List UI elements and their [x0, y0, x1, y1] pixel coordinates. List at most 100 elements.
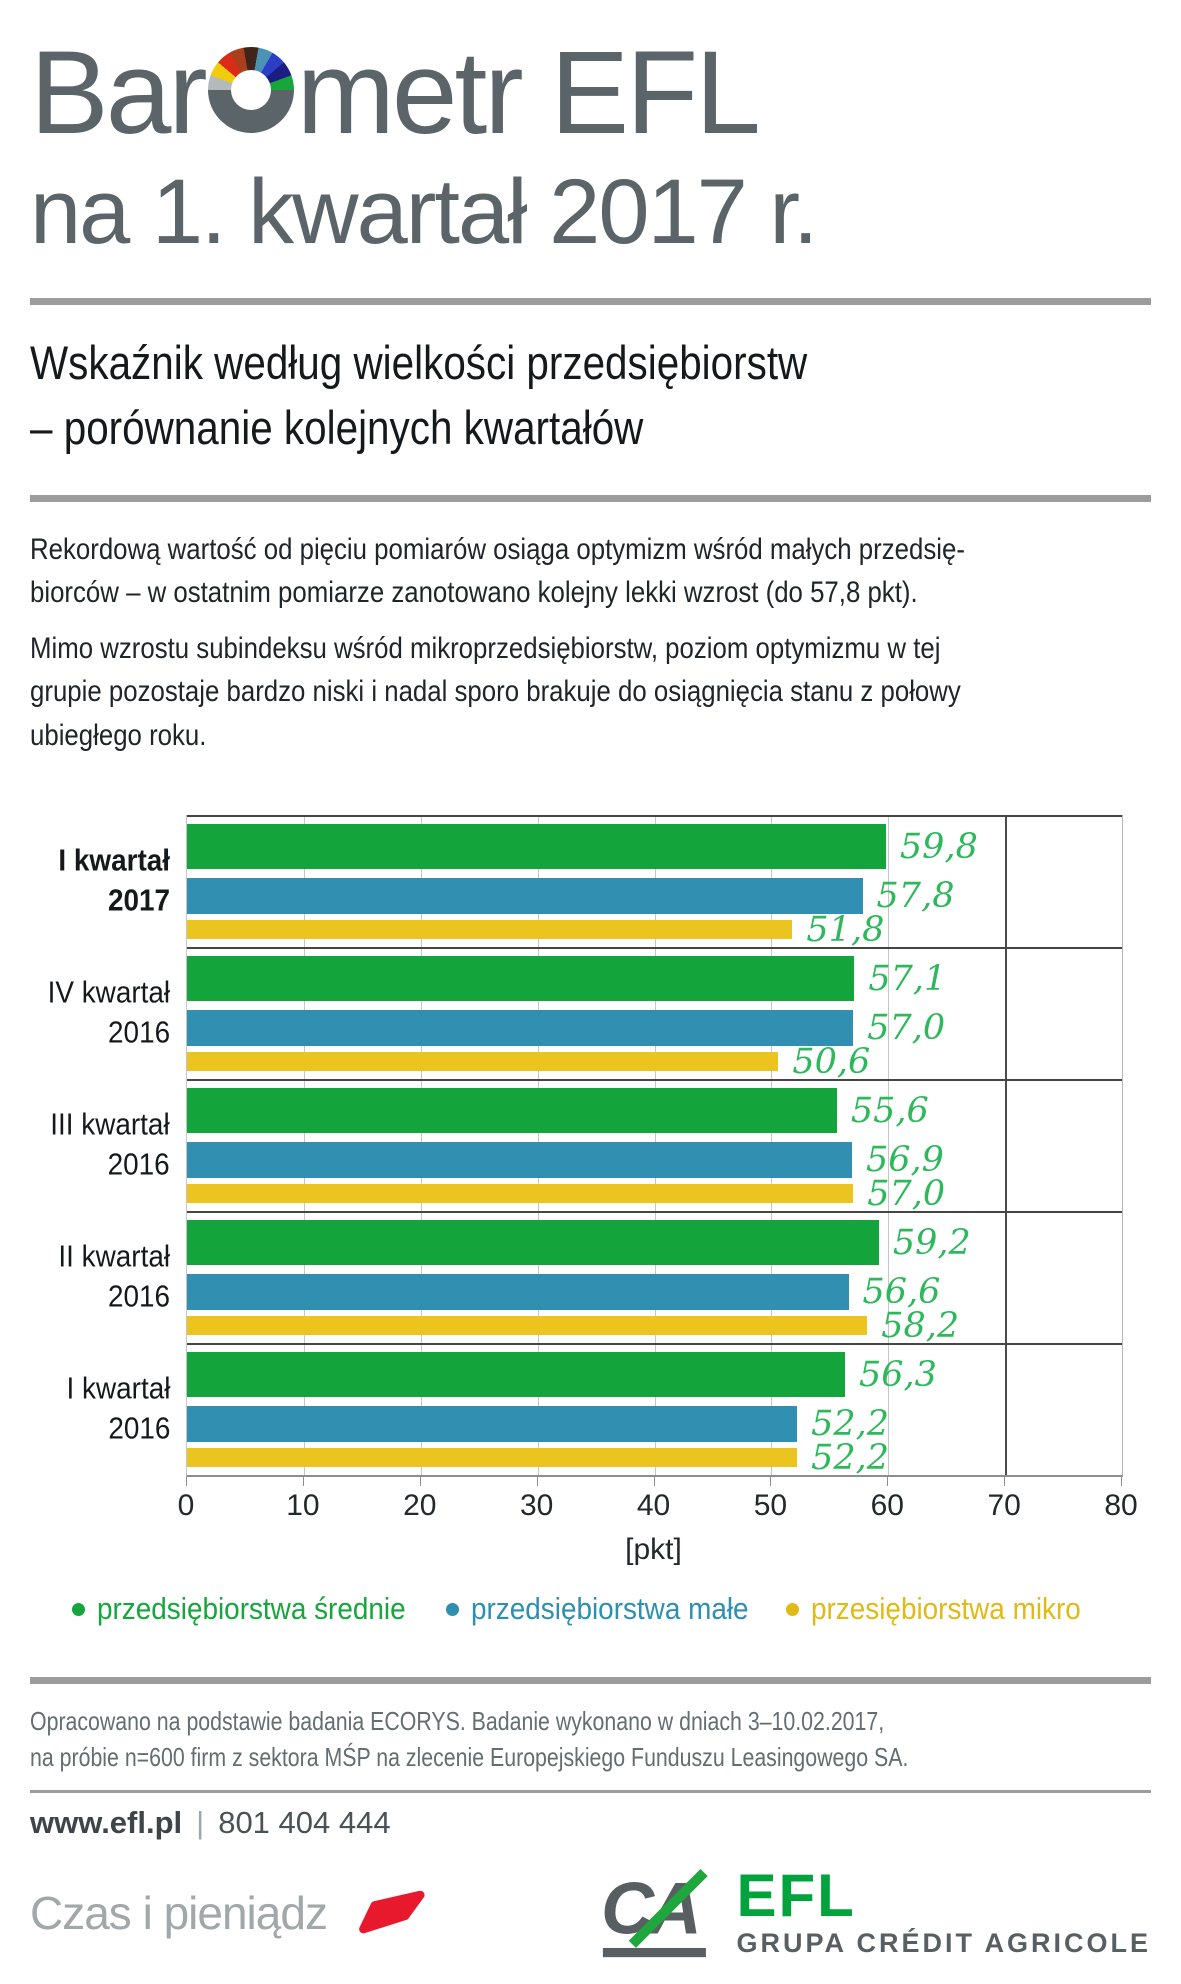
divider: [30, 297, 1151, 305]
bar-male: [187, 878, 863, 915]
legend-item-label: przedsiębiorstwa małe: [471, 1591, 749, 1627]
axis-tick-label: 60: [870, 1489, 904, 1523]
slogan-block: Czas i pieniądz: [30, 1886, 425, 1940]
bar-mikro: [187, 1052, 779, 1072]
axis-tick: [1004, 1477, 1006, 1487]
footnote: Opracowano na podstawie badania ECORYS. …: [30, 1706, 909, 1772]
chart-category-label: I kwartał 2017: [58, 842, 170, 919]
section-title-line1: Wskaźnik według wielkości przedsiębiorst…: [30, 335, 808, 389]
bar-value-label: 56,3: [859, 1354, 937, 1395]
bar-male: [187, 1406, 798, 1443]
legend-item: przedsiębiorstwa średnie: [72, 1591, 440, 1627]
band-separator: [187, 947, 1122, 950]
bar-value-label: 58,2: [881, 1305, 960, 1346]
band-separator: [187, 1079, 1122, 1082]
chart-band: 57,1 57,0 50,6: [187, 947, 1122, 1082]
legend-dot-icon: [446, 1602, 460, 1616]
efl-logo: EFL GRUPA CRÉDIT AGRICOLE: [736, 1861, 1151, 1959]
divider: [30, 1677, 1151, 1685]
axis-tick: [419, 1477, 421, 1487]
chart-category-labels: I kwartał 2017 IV kwartał 2016 III kwartał 20…: [30, 815, 186, 1475]
bar-value-label: 59,8: [899, 826, 978, 867]
contact-phone: 801 404 444: [218, 1804, 391, 1840]
bar-chart: I kwartał 2017 IV kwartał 2016 III kwartał 20…: [30, 815, 1151, 1575]
brand-subtitle: na 1. kwartał 2017 r.: [30, 161, 818, 263]
section-title: Wskaźnik według wielkości przedsiębiorst…: [30, 331, 1151, 461]
axis-tick: [186, 1477, 187, 1487]
bottom-row: Czas i pieniądz CA EFL GRUPA CRÉDIT AGRI…: [30, 1861, 1151, 1959]
brand-title-suffix: metr EFL: [296, 27, 761, 159]
brand-title: Bar metr EFL: [30, 34, 1151, 152]
axis-tick: [887, 1477, 889, 1487]
axis-tick-label: 20: [403, 1489, 437, 1523]
bar-mikro: [187, 1184, 854, 1204]
barometer-gauge-icon: [207, 47, 294, 133]
bar-male: [187, 1010, 854, 1047]
slogan: Czas i pieniądz: [30, 1886, 328, 1939]
axis-tick-label: 40: [636, 1489, 671, 1523]
chart-category-label: II kwartał 2016: [58, 1238, 170, 1315]
intro-paragraph-1: Rekordową wartość od pięciu pomiarów osi…: [30, 532, 965, 610]
bar-mikro: [187, 1448, 798, 1468]
svg-text:CA: CA: [602, 1867, 698, 1949]
bar-value-label: 59,2: [892, 1222, 971, 1263]
efl-group-name: GRUPA CRÉDIT AGRICOLE: [736, 1927, 1151, 1958]
bar-srednie: [187, 1088, 837, 1134]
legend-item-label: przedsiębiorstwa średnie: [97, 1591, 406, 1627]
legend-item-label: przesiębiorstwa mikro: [811, 1591, 1082, 1627]
chart-axis: [pkt] 0 10 20 30 40 50 60 70 80: [178, 1477, 1138, 1575]
chart-band: 55,6 56,9 57,0: [187, 1079, 1122, 1214]
bar-mikro: [187, 1316, 868, 1336]
logo-block: CA EFL GRUPA CRÉDIT AGRICOLE: [598, 1861, 1151, 1959]
chart-plot: 59,8 57,8 51,8 57,1 57,0 50,6 55,6 56,9 57,0 59,2…: [186, 815, 1123, 1478]
ca-credit-agricole-logo-icon: CA: [602, 1867, 709, 1957]
contact-line: www.efl.pl | 801 404 444: [30, 1805, 1151, 1841]
bar-male: [187, 1274, 849, 1311]
chart-legend: przedsiębiorstwa średnie przedsiębiorstw…: [30, 1591, 1151, 1627]
brand-title-prefix: Bar: [30, 27, 208, 159]
legend-dot-icon: [786, 1602, 800, 1616]
bar-value-label: 51,8: [806, 909, 885, 950]
band-separator: [187, 1211, 1122, 1214]
chart-category-label: III kwartał 2016: [50, 1106, 170, 1183]
bar-srednie: [187, 824, 886, 870]
contact-separator: |: [196, 1804, 205, 1840]
band-separator: [187, 1343, 1122, 1346]
divider: [30, 494, 1151, 502]
axis-tick: [653, 1477, 655, 1487]
bar-value-label: 57,1: [868, 958, 947, 999]
red-swoosh-icon: [359, 1890, 425, 1934]
gridline: [888, 815, 890, 1476]
axis-tick: [536, 1477, 538, 1487]
axis-tick: [302, 1477, 304, 1487]
band-separator: [187, 815, 1122, 818]
bar-value-label: 56,9: [866, 1140, 944, 1181]
bar-srednie: [187, 1220, 879, 1266]
contact-website: www.efl.pl: [30, 1804, 183, 1840]
axis-tick-label: 0: [177, 1489, 195, 1523]
efl-wordmark: EFL: [736, 1861, 856, 1929]
axis-unit-label: [pkt]: [625, 1533, 682, 1567]
bar-value-label: 56,6: [862, 1272, 941, 1313]
bar-value-label: 57,0: [867, 1008, 946, 1049]
bar-value-label: 57,8: [876, 876, 955, 917]
axis-tick-label: 80: [1104, 1489, 1138, 1523]
gridline: [1005, 815, 1008, 1476]
divider: [30, 1789, 1151, 1793]
bar-value-label: 52,2: [811, 1437, 890, 1478]
legend-item: przesiębiorstwa mikro: [786, 1591, 1111, 1627]
bar-mikro: [187, 920, 793, 940]
bar-srednie: [187, 1352, 845, 1398]
chart-category-label: I kwartał 2016: [66, 1370, 170, 1447]
axis-tick-label: 30: [519, 1489, 554, 1523]
axis-tick: [1121, 1477, 1122, 1487]
chart-band: 59,2 56,6 58,2: [187, 1211, 1122, 1346]
chart-category-label: IV kwartał 2016: [47, 974, 170, 1051]
chart-band: 59,8 57,8 51,8: [187, 815, 1122, 950]
bar-male: [187, 1142, 853, 1179]
legend-dot-icon: [72, 1602, 85, 1616]
axis-tick: [770, 1477, 772, 1487]
axis-tick-label: 70: [987, 1489, 1021, 1523]
legend-item: przedsiębiorstwa małe: [446, 1591, 779, 1627]
